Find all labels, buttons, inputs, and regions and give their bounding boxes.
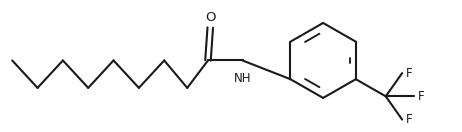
Text: F: F: [418, 90, 425, 103]
Text: F: F: [406, 113, 413, 126]
Text: F: F: [406, 67, 413, 80]
Text: O: O: [205, 11, 215, 24]
Text: NH: NH: [234, 72, 251, 85]
